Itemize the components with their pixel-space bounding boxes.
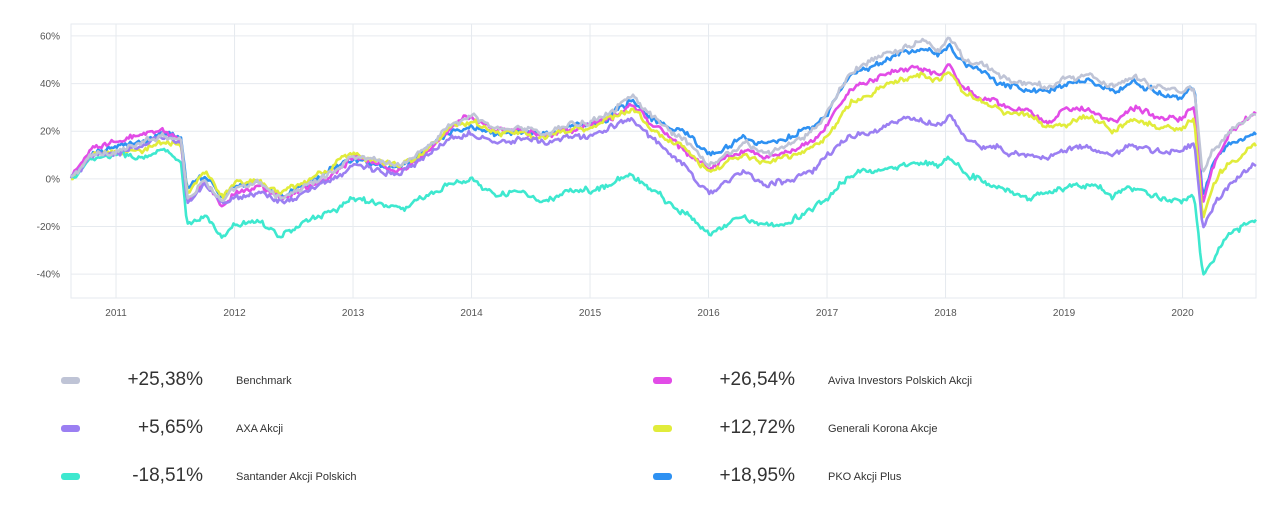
y-tick-label: 40% bbox=[40, 79, 60, 90]
series-line-2 bbox=[70, 147, 1258, 276]
y-tick-label: 20% bbox=[40, 127, 60, 138]
x-tick-label: 2015 bbox=[579, 308, 602, 319]
y-axis-tick-labels: 60% 40% 20% 0% -20% -40% bbox=[37, 31, 60, 280]
x-tick-label: 2016 bbox=[697, 308, 720, 319]
x-axis-tick-labels: 2011 2012 2013 2014 2015 2016 2017 2018 2019 2020 bbox=[105, 308, 1194, 319]
x-tick-label: 2012 bbox=[223, 308, 246, 319]
x-tick-label: 2014 bbox=[460, 308, 483, 319]
plot-area bbox=[70, 23, 1257, 299]
y-tick-label: -40% bbox=[37, 270, 60, 281]
series-lines bbox=[69, 36, 1258, 276]
x-tick-label: 2020 bbox=[1171, 308, 1194, 319]
vertical-gridlines bbox=[115, 24, 1184, 298]
y-tick-label: 60% bbox=[40, 31, 60, 42]
x-tick-label: 2013 bbox=[342, 308, 365, 319]
x-tick-label: 2018 bbox=[934, 308, 957, 319]
series-line-1 bbox=[70, 113, 1257, 229]
x-tick-label: 2011 bbox=[105, 308, 127, 319]
y-tick-label: 0% bbox=[46, 174, 61, 185]
y-tick-label: -20% bbox=[37, 222, 60, 233]
x-tick-label: 2019 bbox=[1053, 308, 1076, 319]
series-line-0 bbox=[70, 36, 1256, 202]
x-tick-label: 2017 bbox=[816, 308, 839, 319]
